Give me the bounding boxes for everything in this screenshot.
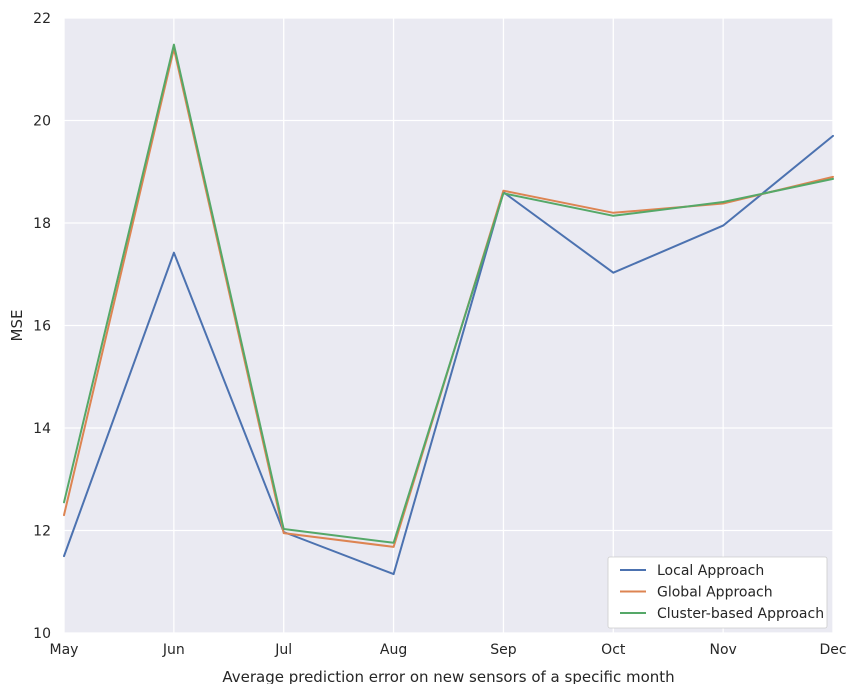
legend-label: Global Approach — [657, 585, 773, 601]
y-tick-label: 16 — [33, 319, 51, 335]
series-line-cluster-based-approach — [63, 43, 834, 544]
x-tick-label: Aug — [380, 642, 407, 658]
x-tick-label: Oct — [601, 642, 626, 658]
grid-lines — [63, 17, 834, 634]
x-axis-label: Average prediction error on new sensors … — [222, 668, 674, 684]
y-tick-label: 12 — [33, 524, 51, 540]
x-tick-labels: May Jun Jul Aug Sep Oct Nov Dec — [50, 642, 847, 658]
x-tick-label: Jul — [274, 642, 292, 658]
y-tick-label: 10 — [33, 626, 51, 642]
series-line-local-approach — [63, 134, 834, 576]
y-tick-label: 14 — [33, 421, 51, 437]
y-tick-labels: 10 12 14 16 18 20 22 — [33, 11, 51, 642]
y-tick-label: 22 — [33, 11, 51, 27]
y-tick-label: 18 — [33, 216, 51, 232]
legend: Local Approach Global Approach Cluster-bas… — [607, 556, 828, 629]
legend-label: Cluster-based Approach — [657, 606, 824, 622]
legend-label: Local Approach — [657, 563, 764, 579]
x-tick-label: Nov — [709, 642, 736, 658]
y-tick-label: 20 — [33, 114, 51, 130]
legend-box — [607, 556, 828, 629]
x-tick-label: Dec — [819, 642, 846, 658]
y-axis-label: MSE — [8, 310, 26, 342]
x-tick-label: May — [50, 642, 79, 658]
x-tick-label: Jun — [162, 642, 185, 658]
series-lines — [63, 43, 834, 576]
x-tick-label: Sep — [490, 642, 517, 658]
